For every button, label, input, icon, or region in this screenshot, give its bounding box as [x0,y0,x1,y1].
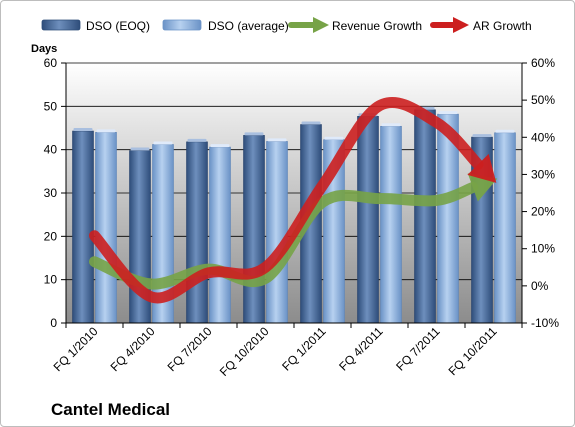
bar-dso-average [494,132,516,324]
bar-dso-average [209,146,231,324]
x-tick-label: FQ 7/2010 [165,324,215,374]
y2-tick-label: 10% [531,242,555,256]
bar-dso-eoq [414,109,436,324]
bar-top-dso-average [267,138,287,142]
y-tick-label: 0 [50,316,57,330]
bar-top-dso-average [495,129,515,133]
y2-tick-label: 60% [531,56,555,70]
bar-top-dso-eoq [301,121,321,125]
legend-label-ar-growth: AR Growth [473,19,532,33]
y-tick-label: 40 [44,143,58,157]
y2-tick-label: -10% [531,316,559,330]
bar-top-dso-average [438,111,458,115]
x-tick-label: FQ 10/2011 [446,324,500,378]
y2-tick-label: 50% [531,93,555,107]
y2-tick-label: 30% [531,167,555,181]
line-ar-growth [89,96,484,304]
legend-swatch-dso-average [162,19,202,31]
x-tick-label: FQ 1/2010 [51,324,101,374]
chart-title: Cantel Medical [51,400,170,419]
bar-dso-average [266,141,288,324]
x-tick-label: FQ 4/2010 [108,324,158,374]
y-tick-label: 60 [44,56,58,70]
bar-top-dso-eoq [472,134,492,138]
bar-top-dso-average [210,144,230,148]
x-tick-label: FQ 1/2011 [279,324,329,374]
bar-dso-eoq [357,116,379,324]
y2-tick-label: 20% [531,205,555,219]
x-tick-label: FQ 10/2010 [217,324,272,379]
x-tick-label: FQ 7/2011 [393,324,443,374]
y-tick-label: 10 [44,273,58,287]
y-tick-label: 30 [44,186,58,200]
bar-top-dso-eoq [244,132,264,136]
bar-dso-average [95,132,117,324]
legend-label-revenue-growth: Revenue Growth [332,19,422,33]
bar-top-dso-eoq [73,128,93,132]
legend: DSO (EOQ) DSO (average) Revenue Growth A… [41,17,532,33]
line-revenue-growth [89,181,479,290]
arrowhead-ar-growth [467,153,497,183]
x-tick-label: FQ 4/2011 [336,324,386,374]
y2-tick-label: 40% [531,130,555,144]
bar-dso-eoq [243,135,265,324]
legend-label-dso-eoq: DSO (EOQ) [86,19,150,33]
bar-top-dso-average [381,123,401,127]
bar-top-dso-average [153,141,173,145]
y-tick-label: 50 [44,99,58,113]
bar-top-dso-eoq [187,138,207,142]
legend-swatch-dso-eoq [41,19,81,31]
bar-dso-eoq [186,141,208,324]
y2-tick-label: 0% [531,279,549,293]
growth-lines [89,96,498,304]
y-tick-label: 20 [44,229,58,243]
legend-label-dso-average: DSO (average) [208,19,289,33]
bar-dso-average [380,125,402,324]
bar-dso-eoq [72,130,94,324]
bar-top-dso-average [324,136,344,140]
bar-top-dso-average [96,129,116,133]
y-axis-title: Days [31,43,57,55]
bar-top-dso-eoq [130,147,150,151]
legend-swatch-revenue-growth [288,17,329,33]
legend-swatch-ar-growth [430,17,469,33]
